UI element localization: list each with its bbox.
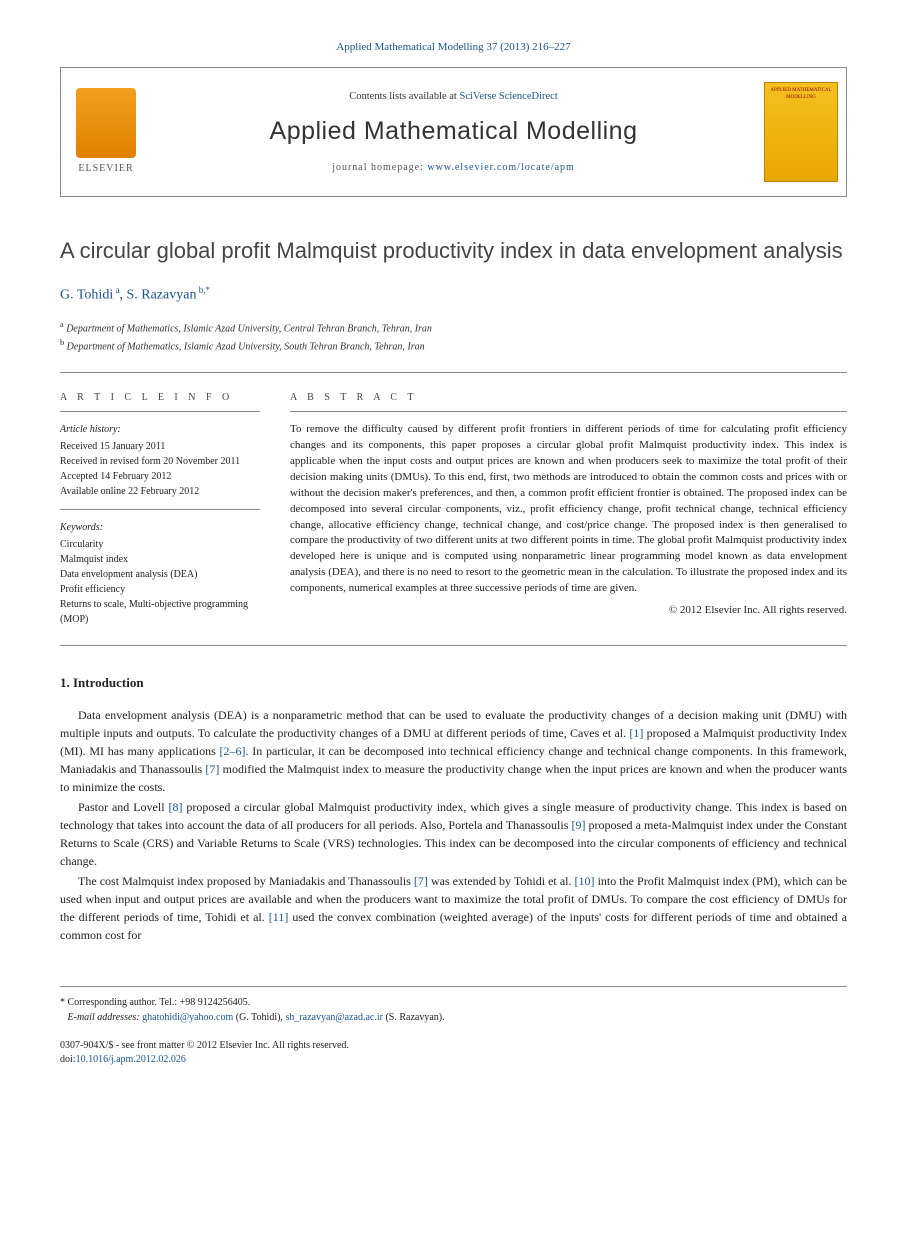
keyword: Circularity bbox=[60, 537, 260, 552]
reference-link[interactable]: [9] bbox=[571, 818, 585, 832]
reference-link[interactable]: [8] bbox=[168, 800, 182, 814]
publisher-label: ELSEVIER bbox=[78, 162, 133, 176]
body-paragraph: Data envelopment analysis (DEA) is a non… bbox=[60, 706, 847, 796]
homepage-link[interactable]: www.elsevier.com/locate/apm bbox=[427, 162, 574, 173]
article-info-heading: A R T I C L E I N F O bbox=[60, 391, 260, 412]
reference-link[interactable]: [1] bbox=[629, 726, 643, 740]
doi-link[interactable]: 10.1016/j.apm.2012.02.026 bbox=[76, 1054, 186, 1065]
author-link[interactable]: S. Razavyan bbox=[126, 288, 196, 303]
abstract-text: To remove the difficulty caused by diffe… bbox=[290, 422, 847, 597]
publisher-logo-cell: ELSEVIER bbox=[61, 68, 151, 196]
author-sup: a bbox=[113, 285, 119, 295]
authors-line: G. Tohidi a, S. Razavyan b,* bbox=[60, 284, 847, 305]
contents-line: Contents lists available at SciVerse Sci… bbox=[349, 90, 557, 105]
corresponding-author: * Corresponding author. Tel.: +98 912425… bbox=[60, 995, 847, 1010]
keywords-label: Keywords: bbox=[60, 520, 260, 535]
journal-name: Applied Mathematical Modelling bbox=[270, 114, 638, 149]
history-label: Article history: bbox=[60, 422, 260, 437]
abstract-heading: A B S T R A C T bbox=[290, 391, 847, 412]
author-sup: b,* bbox=[196, 285, 210, 295]
history-item: Available online 22 February 2012 bbox=[60, 484, 260, 499]
keyword: Malmquist index bbox=[60, 552, 260, 567]
body-paragraph: The cost Malmquist index proposed by Man… bbox=[60, 872, 847, 944]
affiliations: a Department of Mathematics, Islamic Aza… bbox=[60, 319, 847, 373]
info-abstract-row: A R T I C L E I N F O Article history: R… bbox=[60, 391, 847, 646]
front-matter-line: 0307-904X/$ - see front matter © 2012 El… bbox=[60, 1039, 847, 1053]
header-citation[interactable]: Applied Mathematical Modelling 37 (2013)… bbox=[60, 40, 847, 55]
footnotes: * Corresponding author. Tel.: +98 912425… bbox=[60, 986, 847, 1025]
journal-cover-thumb: APPLIED MATHEMATICAL MODELLING bbox=[764, 82, 838, 182]
article-title: A circular global profit Malmquist produ… bbox=[60, 237, 847, 266]
homepage-line: journal homepage: www.elsevier.com/locat… bbox=[332, 161, 575, 175]
email-line: E-mail addresses: ghatohidi@yahoo.com (G… bbox=[60, 1010, 847, 1025]
history-item: Accepted 14 February 2012 bbox=[60, 469, 260, 484]
reference-link[interactable]: [11] bbox=[269, 910, 289, 924]
abstract-col: A B S T R A C T To remove the difficulty… bbox=[290, 391, 847, 627]
reference-link[interactable]: [2–6] bbox=[220, 744, 246, 758]
article-history-block: Article history: Received 15 January 201… bbox=[60, 422, 260, 499]
keyword: Data envelopment analysis (DEA) bbox=[60, 567, 260, 582]
doi-line: doi:10.1016/j.apm.2012.02.026 bbox=[60, 1053, 847, 1067]
sciencedirect-link[interactable]: SciVerse ScienceDirect bbox=[459, 91, 557, 102]
author-link[interactable]: G. Tohidi bbox=[60, 288, 113, 303]
body-paragraph: Pastor and Lovell [8] proposed a circula… bbox=[60, 798, 847, 870]
keyword: Profit efficiency bbox=[60, 582, 260, 597]
history-item: Received in revised form 20 November 201… bbox=[60, 454, 260, 469]
email-link[interactable]: sh_razavyan@azad.ac.ir bbox=[285, 1012, 383, 1023]
homepage-prefix: journal homepage: bbox=[332, 162, 427, 173]
keywords-block: Keywords: Circularity Malmquist index Da… bbox=[60, 520, 260, 627]
reference-link[interactable]: [7] bbox=[414, 874, 428, 888]
abstract-copyright: © 2012 Elsevier Inc. All rights reserved… bbox=[290, 603, 847, 618]
header-center: Contents lists available at SciVerse Sci… bbox=[151, 68, 756, 196]
email-link[interactable]: ghatohidi@yahoo.com bbox=[142, 1012, 233, 1023]
doi-block: 0307-904X/$ - see front matter © 2012 El… bbox=[60, 1039, 847, 1067]
divider bbox=[60, 509, 260, 510]
section-heading-intro: 1. Introduction bbox=[60, 674, 847, 692]
article-info-col: A R T I C L E I N F O Article history: R… bbox=[60, 391, 260, 627]
reference-link[interactable]: [10] bbox=[575, 874, 595, 888]
affiliation: a Department of Mathematics, Islamic Aza… bbox=[60, 319, 847, 336]
journal-header-box: ELSEVIER Contents lists available at Sci… bbox=[60, 67, 847, 197]
history-item: Received 15 January 2011 bbox=[60, 439, 260, 454]
reference-link[interactable]: [7] bbox=[205, 762, 219, 776]
keyword: Returns to scale, Multi-objective progra… bbox=[60, 597, 260, 627]
journal-cover-cell: APPLIED MATHEMATICAL MODELLING bbox=[756, 68, 846, 196]
elsevier-tree-icon bbox=[76, 88, 136, 158]
contents-prefix: Contents lists available at bbox=[349, 91, 459, 102]
affiliation: b Department of Mathematics, Islamic Aza… bbox=[60, 337, 847, 354]
